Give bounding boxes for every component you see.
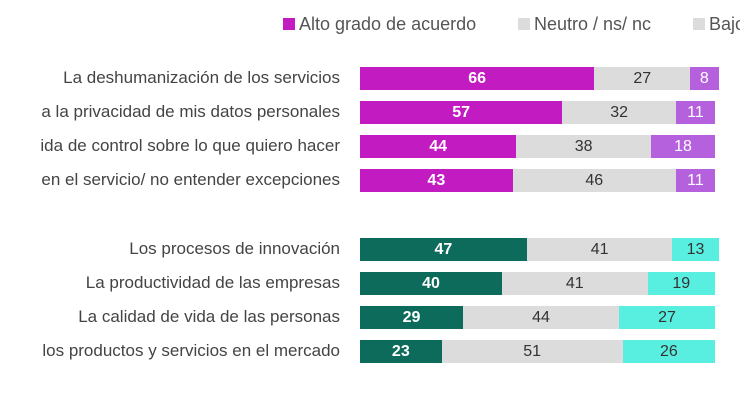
data-label-bajo: 8 [699, 70, 709, 87]
category-label: en el servicio/ no entender excepciones [41, 170, 340, 189]
legend-swatch-neutro [518, 18, 530, 30]
bar-segment-bajo [647, 272, 715, 295]
category-label: ida de control sobre lo que quiero hacer [40, 136, 340, 155]
bar-segment-alto [360, 306, 463, 329]
bar-segment-neutro [516, 135, 652, 158]
data-label-alto: 43 [427, 172, 446, 189]
bar-segment-bajo [690, 67, 719, 90]
bar-segment-bajo [672, 238, 719, 261]
category-label: La productividad de las empresas [85, 273, 340, 292]
bar-segment-alto [360, 272, 502, 295]
data-label-neutro: 27 [633, 70, 652, 87]
bar-segment-neutro [462, 306, 620, 329]
category-label: La calidad de vida de las personas [78, 307, 340, 326]
data-label-alto: 57 [452, 104, 471, 121]
legend-swatch-bajo [693, 18, 705, 30]
data-label-neutro: 41 [590, 241, 609, 258]
category-label: Los procesos de innovación [129, 239, 340, 258]
data-label-neutro: 51 [523, 343, 542, 360]
bar-segment-neutro [594, 67, 691, 90]
data-label-neutro: 38 [574, 138, 593, 155]
bar-segment-neutro [526, 238, 673, 261]
bar-segment-alto [360, 169, 513, 192]
bar-segment-neutro [562, 101, 676, 124]
data-label-alto: 44 [429, 138, 447, 155]
category-label: a la privacidad de mis datos personales [41, 102, 340, 121]
legend-label-alto: Alto grado de acuerdo [299, 14, 477, 34]
bar-segment-bajo [675, 169, 715, 192]
bar-segment-bajo [651, 135, 715, 158]
legend-swatch-alto [283, 18, 295, 30]
data-label-bajo: 26 [659, 343, 678, 360]
data-label-bajo: 27 [658, 309, 676, 326]
category-label: los productos y servicios en el mercado [42, 341, 340, 360]
bar-segment-alto [360, 340, 442, 363]
bar-segment-bajo [619, 306, 715, 329]
bar-segment-neutro [512, 169, 676, 192]
bar-segment-alto [360, 67, 595, 90]
bar-segment-bajo [675, 101, 715, 124]
data-label-neutro: 32 [610, 104, 629, 121]
data-label-alto: 40 [422, 275, 440, 292]
bar-segment-alto [360, 135, 517, 158]
data-label-neutro: 46 [585, 172, 604, 189]
bar-segment-neutro [441, 340, 623, 363]
legend-label-neutro: Neutro / ns/ nc [534, 14, 652, 34]
data-label-bajo: 19 [672, 275, 691, 292]
category-label: La deshumanización de los servicios [63, 68, 340, 87]
bar-segment-alto [360, 238, 527, 261]
data-label-bajo: 13 [686, 241, 705, 258]
bar-segment-alto [360, 101, 563, 124]
data-label-alto: 66 [468, 70, 487, 87]
bar-segment-neutro [502, 272, 648, 295]
data-label-bajo: 11 [687, 104, 704, 121]
bar-segment-bajo [622, 340, 715, 363]
data-label-neutro: 41 [565, 275, 584, 292]
legend-label-bajo: Bajo [709, 14, 740, 34]
data-label-alto: 29 [402, 309, 421, 326]
data-label-neutro: 44 [532, 309, 550, 326]
data-label-alto: 23 [391, 343, 410, 360]
data-label-bajo: 11 [687, 172, 704, 189]
data-label-alto: 47 [434, 241, 453, 258]
data-label-bajo: 18 [674, 138, 692, 155]
